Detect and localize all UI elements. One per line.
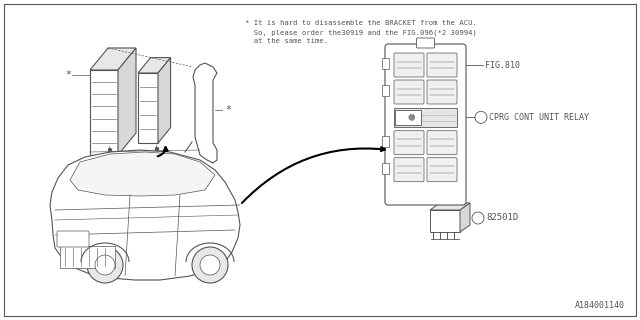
Circle shape (472, 212, 484, 224)
Circle shape (108, 148, 112, 152)
Text: A184001140: A184001140 (575, 301, 625, 310)
Bar (382, 85, 389, 96)
FancyArrowPatch shape (242, 147, 385, 203)
FancyBboxPatch shape (394, 53, 424, 77)
Polygon shape (90, 48, 136, 70)
Text: * It is hard to disassemble the BRACKET from the ACU.: * It is hard to disassemble the BRACKET … (245, 20, 477, 26)
Bar (394, 108, 457, 127)
Bar (382, 58, 389, 69)
FancyArrowPatch shape (157, 147, 168, 156)
FancyBboxPatch shape (394, 80, 424, 104)
Polygon shape (138, 58, 171, 73)
FancyBboxPatch shape (427, 53, 457, 77)
Circle shape (192, 247, 228, 283)
FancyBboxPatch shape (427, 158, 457, 182)
FancyBboxPatch shape (57, 231, 89, 247)
Polygon shape (430, 210, 460, 232)
Polygon shape (50, 150, 240, 280)
Polygon shape (158, 58, 171, 143)
Polygon shape (193, 63, 217, 163)
Circle shape (200, 255, 220, 275)
Circle shape (202, 92, 208, 98)
Bar (60, 246, 115, 268)
Text: *: * (65, 70, 71, 80)
Text: 82501D: 82501D (486, 213, 518, 222)
Polygon shape (460, 203, 470, 232)
FancyBboxPatch shape (427, 80, 457, 104)
FancyBboxPatch shape (385, 44, 466, 205)
Text: 1: 1 (476, 215, 480, 221)
Polygon shape (90, 70, 118, 155)
FancyBboxPatch shape (394, 131, 424, 155)
Text: FIG.810: FIG.810 (485, 60, 520, 69)
Polygon shape (138, 73, 158, 143)
Polygon shape (430, 203, 470, 210)
Circle shape (87, 247, 123, 283)
Circle shape (155, 147, 159, 151)
FancyBboxPatch shape (427, 131, 457, 155)
Text: at the same time.: at the same time. (245, 38, 328, 44)
Circle shape (198, 88, 212, 102)
Bar (395, 110, 421, 125)
Circle shape (95, 255, 115, 275)
Text: *: * (225, 105, 231, 115)
Text: 1: 1 (479, 114, 483, 120)
FancyBboxPatch shape (417, 38, 435, 48)
Circle shape (409, 114, 415, 120)
Bar (382, 136, 389, 147)
Text: CPRG CONT UNIT RELAY: CPRG CONT UNIT RELAY (489, 113, 589, 122)
Polygon shape (70, 152, 215, 196)
Circle shape (475, 111, 487, 123)
Polygon shape (118, 48, 136, 155)
Text: So, please order the30919 and the FIG.096(*2 30994): So, please order the30919 and the FIG.09… (245, 29, 477, 36)
Bar (382, 163, 389, 174)
Circle shape (206, 146, 214, 154)
FancyBboxPatch shape (394, 158, 424, 182)
